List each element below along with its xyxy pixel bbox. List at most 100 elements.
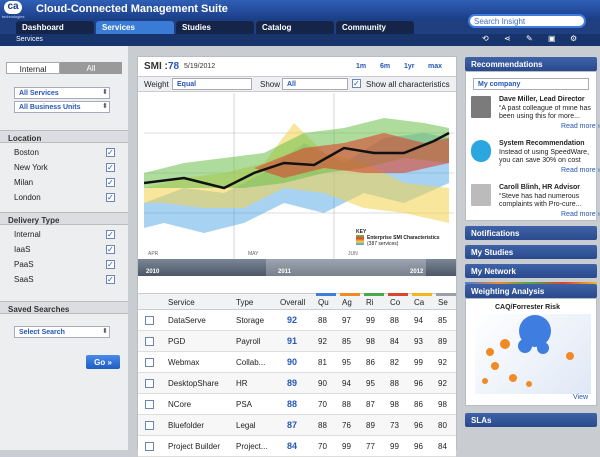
nav-tab[interactable]: Dashboard [16, 21, 94, 34]
range-button[interactable]: 1yr [404, 63, 415, 70]
checkbox[interactable]: ✓ [106, 193, 115, 202]
table-cell: Payroll [236, 337, 261, 346]
toggle-internal[interactable]: Internal [6, 62, 60, 74]
row-checkbox[interactable] [145, 316, 154, 325]
toolbar-icon[interactable]: ▣ [548, 34, 556, 43]
rec-name: System Recommendation [499, 140, 585, 147]
dropdown-arrow: ⬍ [102, 89, 108, 96]
table-cell: 80 [438, 421, 447, 430]
table-cell: 99 [366, 316, 375, 325]
checkbox[interactable]: ✓ [106, 178, 115, 187]
table-cell: 99 [414, 358, 423, 367]
avatar [471, 184, 491, 206]
table-row [138, 352, 456, 373]
go-button[interactable]: Go » [86, 355, 120, 369]
overall-score: 89 [287, 378, 298, 388]
checkbox[interactable]: ✓ [106, 260, 115, 269]
section-header: Location [0, 130, 128, 143]
row-checkbox[interactable] [145, 421, 154, 430]
checkbox[interactable]: ✓ [106, 245, 115, 254]
column-header: Se [438, 298, 448, 307]
nav-tab[interactable]: Catalog [256, 21, 334, 34]
toolbar-icon[interactable]: ✎ [526, 34, 533, 43]
nav-tab[interactable]: Community [336, 21, 414, 34]
logo-sub: technologies [2, 14, 25, 19]
table-cell: PSA [236, 400, 253, 409]
search-box[interactable]: Search Insight [468, 14, 586, 28]
view-link[interactable]: View [573, 394, 589, 401]
column-color [340, 293, 360, 296]
table-cell: 96 [414, 379, 423, 388]
show-dropdown[interactable]: All [282, 78, 348, 90]
search-dropdown[interactable]: Select Search [14, 326, 110, 338]
section-header: Delivery Type [0, 212, 128, 225]
row-checkbox[interactable] [145, 379, 154, 388]
filter-dropdown[interactable]: All Business Units [14, 101, 110, 113]
toolbar-icon[interactable]: ⋖ [504, 34, 511, 43]
read-more[interactable]: Read more » [561, 211, 600, 218]
table-cell: 84 [438, 442, 447, 451]
collapsed-panel[interactable]: My Network [465, 264, 597, 278]
table-cell: 85 [438, 316, 447, 325]
collapsed-panel[interactable]: Notifications [465, 226, 597, 240]
collapsed-panel[interactable]: My Studies [465, 245, 597, 259]
table-row [138, 310, 456, 331]
table-cell: 70 [318, 442, 327, 451]
nav-tab[interactable]: Studies [176, 21, 254, 34]
risk-bubble [566, 352, 574, 360]
range-button[interactable]: 6m [380, 63, 391, 70]
rec-text: “Steve has had numerous complaints with … [499, 193, 582, 208]
table-cell: Storage [236, 316, 265, 325]
top-bar [0, 0, 600, 20]
checkbox[interactable]: ✓ [106, 148, 115, 157]
risk-bubble [482, 378, 488, 384]
table-cell: 92 [438, 379, 447, 388]
weight-dropdown[interactable]: Equal [172, 78, 252, 90]
range-button[interactable]: max [428, 63, 443, 70]
timeline-selection [266, 259, 426, 276]
toolbar-icon[interactable]: ⚙ [570, 34, 578, 43]
collapsed-panel[interactable]: SLAs [465, 413, 597, 427]
table-cell: 94 [342, 379, 351, 388]
read-more[interactable]: Read more » [561, 123, 600, 130]
breadcrumb-bar [0, 34, 600, 46]
table-row [138, 331, 456, 352]
table-cell: 88 [318, 316, 327, 325]
risk-bubble [491, 362, 499, 370]
month-label: MAY [248, 251, 259, 257]
avatar [471, 140, 491, 162]
breadcrumb: Services [16, 36, 43, 43]
checkbox[interactable]: ✓ [106, 163, 115, 172]
range-button[interactable]: 1m [356, 63, 367, 70]
table-cell: NCore [168, 400, 192, 409]
toggle-all[interactable]: All [60, 62, 122, 74]
filter-label: Internal [14, 230, 41, 239]
table-row [138, 415, 456, 436]
table-cell: HR [236, 379, 248, 388]
company-dropdown[interactable]: My company [473, 78, 589, 90]
checkbox[interactable]: ✓ [352, 79, 361, 88]
nav-tab[interactable]: Services [96, 21, 174, 34]
table-cell: 99 [390, 442, 399, 451]
table-cell: 88 [390, 316, 399, 325]
toolbar-icon[interactable]: ⟲ [482, 34, 489, 43]
overall-score: 92 [287, 315, 298, 325]
table-cell: DesktopShare [168, 379, 219, 388]
table-cell: 73 [390, 421, 399, 430]
column-header: Ag [342, 298, 352, 307]
checkbox[interactable]: ✓ [106, 230, 115, 239]
checkbox[interactable]: ✓ [106, 275, 115, 284]
row-checkbox[interactable] [145, 358, 154, 367]
read-more[interactable]: Read more » [561, 167, 600, 174]
risk-bubble [500, 339, 510, 349]
column-header: Ri [366, 298, 374, 307]
filter-dropdown[interactable]: All Services [14, 87, 110, 99]
overall-score: 91 [287, 336, 298, 346]
row-checkbox[interactable] [145, 337, 154, 346]
table-cell: 86 [366, 358, 375, 367]
row-checkbox[interactable] [145, 400, 154, 409]
table-cell: 97 [342, 316, 351, 325]
table-cell: 88 [318, 421, 327, 430]
risk-chart-title: CAQ/Forrester Risk [495, 304, 560, 311]
table-cell: 96 [414, 421, 423, 430]
